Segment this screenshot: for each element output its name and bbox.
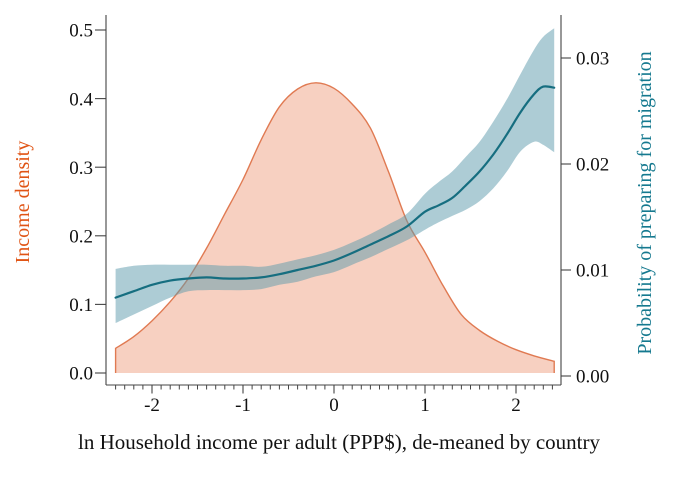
probability-line: [114, 85, 556, 299]
x-axis-tick-label: 2: [511, 395, 521, 416]
probability-confidence-band: [115, 28, 555, 324]
right-axis-tick-label: 0.03: [576, 49, 609, 70]
left-axis-tick-label: 0.4: [69, 89, 93, 110]
left-axis-tick-label: 0.0: [69, 364, 93, 385]
income-density-area: [115, 82, 555, 374]
right-axis-tick-label: 0.02: [576, 155, 609, 176]
left-axis-tick-label: 0.3: [69, 158, 93, 179]
left-axis-tick-label: 0.5: [69, 21, 93, 42]
x-axis-tick-label: -2: [144, 395, 160, 416]
right-axis-title: Probability of preparing for migration: [634, 51, 656, 354]
left-axis-title: Income density: [12, 141, 34, 264]
x-axis-tick-label: 1: [420, 395, 430, 416]
left-axis-tick-label: 0.2: [69, 226, 93, 247]
right-axis-tick-label: 0.00: [576, 367, 609, 388]
left-axis-tick-label: 0.1: [69, 295, 93, 316]
x-axis-tick-label: 0: [329, 395, 339, 416]
right-axis-tick-label: 0.01: [576, 261, 609, 282]
x-axis-tick-label: -1: [235, 395, 251, 416]
x-axis-title: ln Household income per adult (PPP$), de…: [78, 430, 600, 454]
